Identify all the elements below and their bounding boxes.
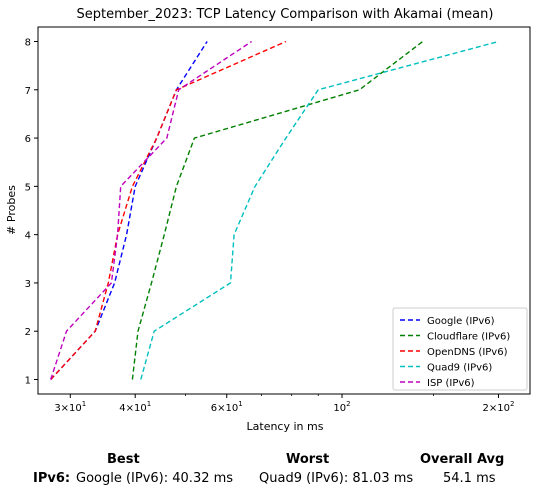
summary-best-value: Google (IPv6): 40.32 ms	[76, 471, 234, 486]
legend-label-0: Google (IPv6)	[427, 316, 495, 327]
legend-box	[392, 307, 528, 391]
legend-label-2: OpenDNS (IPv6)	[427, 347, 508, 358]
summary-worst-header: Worst	[286, 452, 330, 467]
summary-avg-header: Overall Avg	[420, 452, 505, 467]
summary-worst-value: Quad9 (IPv6): 81.03 ms	[259, 471, 414, 486]
y-axis-label: # Probes	[5, 185, 18, 235]
series-line-3	[140, 40, 499, 380]
legend-label-1: Cloudflare (IPv6)	[427, 332, 510, 343]
y-tick-label: 3	[25, 279, 31, 290]
y-tick-label: 1	[25, 376, 31, 387]
legend: Google (IPv6) Cloudflare (IPv6) OpenDNS (I…	[392, 307, 528, 391]
x-axis-ticks: 3×101 4×101 6×101 102 2×102	[54, 394, 514, 414]
x-axis-label: Latency in ms	[247, 420, 324, 433]
summary-best-header: Best	[107, 452, 140, 467]
x-tick-label: 6×101	[211, 400, 243, 414]
series-line-4	[50, 40, 252, 380]
summary-avg-value: 54.1 ms	[443, 471, 496, 486]
series-lines	[50, 40, 499, 380]
y-tick-label: 7	[25, 86, 31, 97]
legend-label-4: ISP (IPv6)	[427, 378, 475, 389]
y-tick-label: 8	[25, 37, 31, 48]
y-tick-label: 2	[25, 327, 31, 338]
y-tick-label: 5	[25, 182, 31, 193]
legend-label-3: Quad9 (IPv6)	[427, 363, 492, 374]
y-tick-label: 4	[25, 231, 31, 242]
series-line-2	[50, 40, 287, 380]
series-line-1	[131, 40, 424, 380]
series-line-0	[50, 41, 208, 380]
plot-area	[37, 26, 531, 395]
x-tick-label: 2×102	[482, 400, 514, 414]
x-tick-label: 102	[333, 400, 350, 414]
y-axis-ticks: 1 2 3 4 5 6 7 8	[25, 37, 38, 387]
plot-frame	[37, 26, 531, 395]
y-tick-label: 6	[25, 134, 31, 145]
x-tick-label: 4×101	[119, 400, 151, 414]
summary-row-label: IPv6:	[33, 471, 71, 486]
chart-title: September_2023: TCP Latency Comparison w…	[77, 7, 494, 22]
x-tick-label: 3×101	[54, 400, 86, 414]
